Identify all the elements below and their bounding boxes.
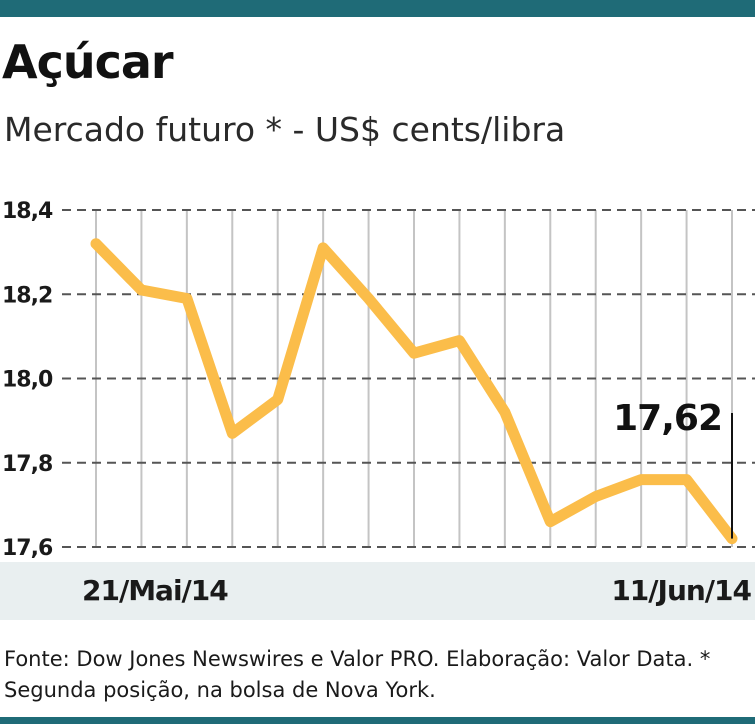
source-note: Fonte: Dow Jones Newswires e Valor PRO. … <box>4 647 711 702</box>
grid-lines <box>62 209 755 548</box>
data-point <box>94 241 98 246</box>
data-point <box>684 477 689 482</box>
data-point <box>457 338 462 343</box>
y-tick-label: 17,6 <box>2 536 53 561</box>
y-tick-label: 18,2 <box>2 283 52 308</box>
x-tick-label: 11/Jun/14 <box>611 574 751 607</box>
data-point <box>502 410 507 415</box>
data-point <box>230 431 235 436</box>
x-tick-label: 21/Mai/14 <box>82 574 228 607</box>
annotation-layer: 17,62 <box>613 398 733 539</box>
chart-subtitle: Mercado futuro * - US$ cents/libra <box>4 110 566 149</box>
y-axis-ticks: 17,6 17,8 18,0 18,2 18,4 <box>2 199 54 561</box>
y-tick-label: 17,8 <box>2 452 52 477</box>
series-layer <box>90 238 738 545</box>
data-point <box>412 351 416 356</box>
data-point <box>275 397 280 402</box>
data-point <box>548 519 553 524</box>
line-chart: 17,617,818,018,218,4 21/Mai/14 11/Jun/14 … <box>0 199 755 620</box>
data-point <box>184 296 189 301</box>
x-axis-ticks: 21/Mai/14 11/Jun/14 <box>82 574 753 607</box>
bottom-rule <box>0 717 755 724</box>
data-point <box>139 288 144 293</box>
annotation-value-label: 17,62 <box>613 398 722 439</box>
top-rule <box>0 0 755 17</box>
chart-title: Açúcar <box>2 35 174 89</box>
data-point <box>639 477 644 482</box>
y-tick-label: 18,0 <box>2 368 53 393</box>
data-point <box>321 245 326 250</box>
data-point <box>366 296 371 301</box>
y-tick-label: 18,4 <box>2 199 53 224</box>
x-axis-band <box>0 562 755 620</box>
data-point <box>593 494 598 499</box>
